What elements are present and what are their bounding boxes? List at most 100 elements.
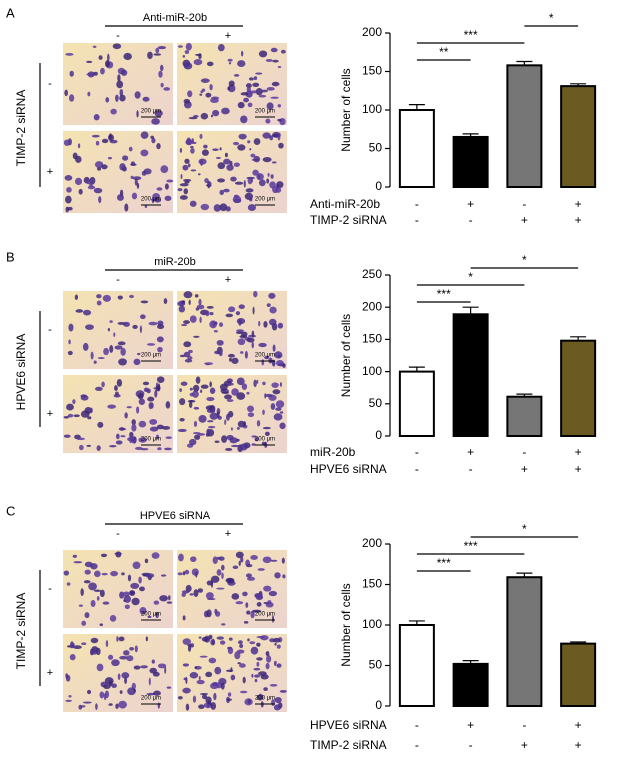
cell-blob [230,674,236,681]
cell-blob [227,353,235,358]
cell-blob [65,52,74,56]
cell-blob [256,657,263,661]
image-row-title: HPVE6 siRNA [14,334,28,411]
cell-blob [237,662,241,665]
cell-blob [221,391,230,394]
cell-blob [80,588,84,596]
cell-blob [109,345,114,353]
cell-blob [227,86,231,91]
cell-blob [193,335,200,338]
cell-blob [74,294,79,300]
cell-blob [228,382,234,386]
cell-blob [76,437,85,441]
cell-blob [82,701,92,704]
cell-blob [155,385,161,392]
cell-blob [142,96,150,102]
factor-level: + [521,738,528,752]
cell-blob [241,383,248,390]
cell-blob [266,102,274,110]
cell-blob [91,648,98,655]
factor-name: miR-20b [310,445,356,459]
cell-blob [244,350,248,359]
scale-bar-label: 200 μm [255,197,275,203]
cell-blob [238,663,246,668]
cell-blob [147,396,155,402]
cell-blob [68,94,75,102]
cell-blob [243,421,247,427]
factor-name: HPVE6 siRNA [310,718,387,732]
cell-blob [256,379,259,384]
cell-blob [198,704,205,709]
image-header: miR-20b [154,256,196,268]
cell-blob [267,172,270,177]
y-tick-label: 150 [362,332,382,346]
cell-blob [247,412,255,418]
cell-blob [206,609,212,618]
cell-blob [188,401,193,408]
cell-blob [93,570,101,578]
cell-blob [187,399,196,403]
cell-blob [115,94,119,102]
cell-blob [114,345,123,350]
factor-level: - [415,213,419,227]
cell-blob [192,390,199,398]
cell-blob [63,434,71,438]
factor-level: - [469,738,473,752]
cell-blob [199,133,203,139]
cell-blob [82,309,92,316]
cell-blob [181,592,186,598]
cell-blob [139,325,142,334]
cell-blob [130,436,136,444]
cell-blob [251,443,256,446]
cell-blob [87,185,96,190]
cell-blob [142,381,150,386]
cell-blob [239,643,244,649]
cell-blob [80,394,88,398]
bar [452,662,489,708]
cell-blob [184,358,193,363]
significance-label: * [522,253,527,267]
cell-blob [236,377,245,386]
cell-blob [147,615,152,619]
cell-blob [112,43,122,50]
image-header: HPVE6 siRNA [140,510,211,522]
cell-blob [105,97,110,103]
cell-blob [256,420,261,427]
cell-blob [198,636,202,639]
cell-blob [189,392,195,397]
cell-blob [206,408,216,414]
cell-blob [194,434,201,440]
cell-blob [263,687,268,691]
cell-blob [179,354,186,358]
cell-blob [228,306,236,313]
factor-name: TIMP-2 siRNA [310,213,387,227]
cell-blob [232,195,242,204]
cell-blob [206,420,214,423]
cell-blob [230,444,240,448]
cell-blob [183,62,193,70]
cell-blob [217,162,226,170]
y-axis-label: Number of cells [339,583,353,666]
cell-blob [119,163,126,171]
cell-blob [277,322,284,329]
factor-level: - [522,445,526,459]
cell-blob [273,637,281,643]
y-tick-label: 250 [362,267,382,281]
cell-blob [168,595,171,601]
cell-blob [197,588,204,593]
cell-blob [179,398,186,406]
cell-blob [253,667,261,671]
cell-blob [179,418,185,422]
cell-blob [214,440,220,443]
cell-blob [213,204,221,212]
cell-blob [206,61,214,67]
cell-blob [199,316,202,324]
bar [452,313,489,437]
cell-blob [262,409,265,415]
cell-blob [84,406,92,414]
cell-blob [121,672,130,679]
cell-blob [239,690,248,694]
y-tick-label: 50 [369,141,383,155]
cell-blob [101,572,108,576]
cell-blob [230,176,237,182]
